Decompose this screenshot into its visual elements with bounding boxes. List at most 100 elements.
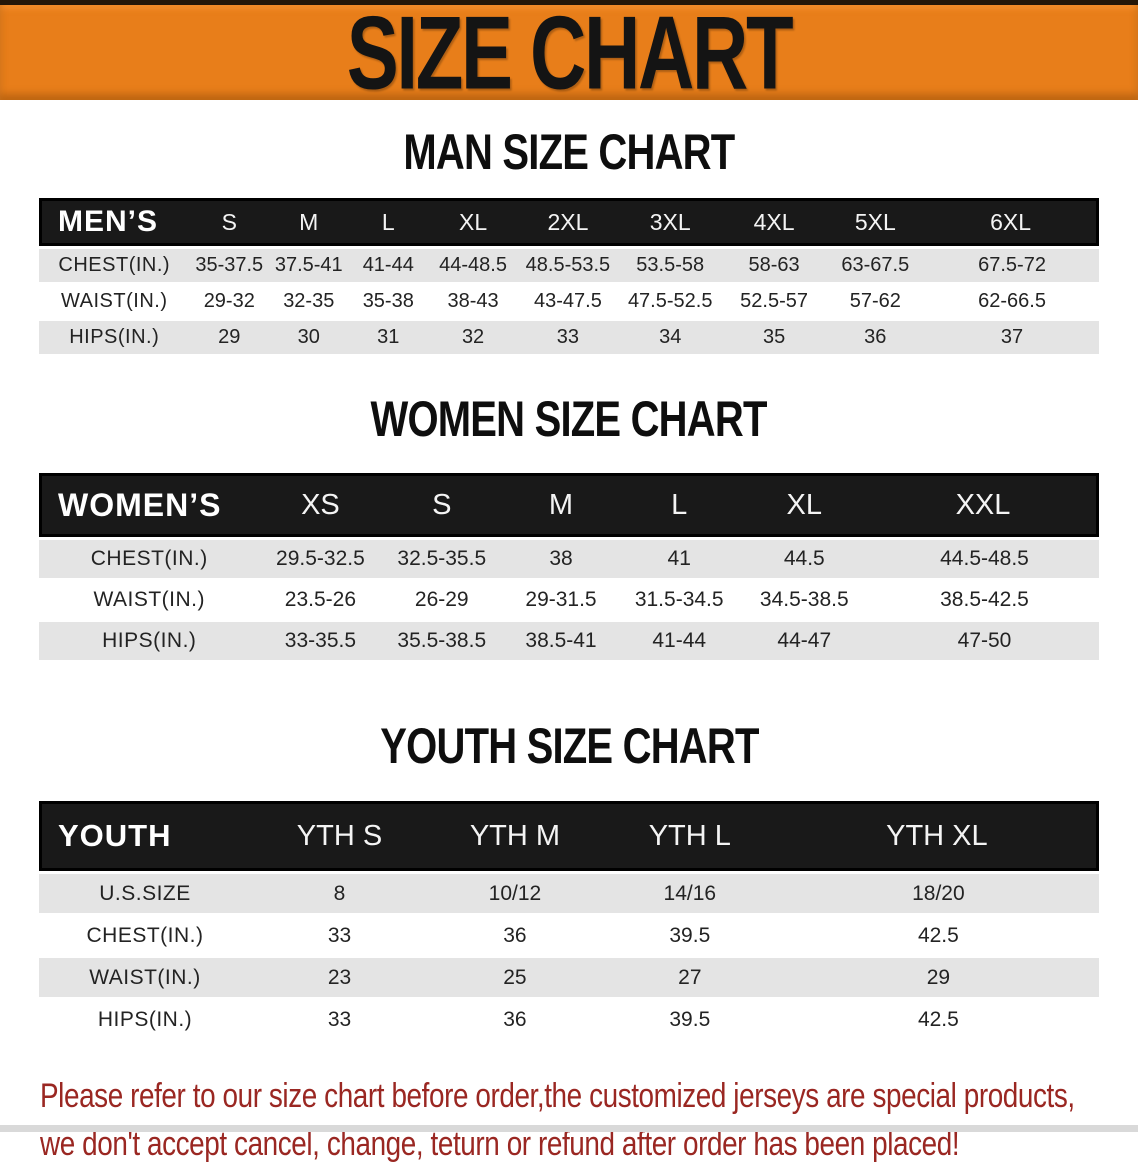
value-cell: 34.5-38.5 <box>738 581 870 619</box>
value-cell: 63-67.5 <box>825 249 926 282</box>
size-column-header: 6XL <box>925 198 1099 246</box>
value-cell: 44.5-48.5 <box>870 540 1099 578</box>
row-label: WAIST(IN.) <box>39 285 190 318</box>
size-column-header: 5XL <box>825 198 926 246</box>
size-column-header: L <box>348 198 429 246</box>
size-column-header: L <box>619 473 739 537</box>
value-cell: 38-43 <box>428 285 519 318</box>
banner-title: SIZE CHART <box>346 0 794 111</box>
value-cell: 31 <box>348 321 429 354</box>
value-cell: 43-47.5 <box>518 285 618 318</box>
section-men: MAN SIZE CHART MEN’S S M L XL 2XL 3XL 4XL 5XL 6XL C… <box>0 127 1138 357</box>
value-cell: 52.5-57 <box>722 285 826 318</box>
size-table-youth: YOUTH YTH S YTH M YTH L YTH XL U.S.SIZE 8 10/12… <box>39 798 1099 1042</box>
size-chart-banner: SIZE CHART <box>0 0 1138 111</box>
value-cell: 33 <box>518 321 618 354</box>
size-column-header: XL <box>738 473 870 537</box>
table-row: WAIST(IN.) 29-32 32-35 35-38 38-43 43-47.5 47.… <box>39 285 1099 318</box>
size-column-header: S <box>189 198 270 246</box>
value-cell: 31.5-34.5 <box>619 581 739 619</box>
value-cell: 48.5-53.5 <box>518 249 618 282</box>
value-cell: 29-31.5 <box>502 581 620 619</box>
value-cell: 32.5-35.5 <box>381 540 503 578</box>
value-cell: 41-44 <box>619 622 739 660</box>
value-cell: 38.5-41 <box>502 622 620 660</box>
value-cell: 38 <box>502 540 620 578</box>
row-label: HIPS(IN.) <box>39 321 190 354</box>
table-row: CHEST(IN.) 35-37.5 37.5-41 41-44 44-48.5 48.5… <box>39 249 1099 282</box>
value-cell: 34 <box>617 321 723 354</box>
table-header-row: YOUTH YTH S YTH M YTH L YTH XL <box>39 801 1099 871</box>
value-cell: 23.5-26 <box>259 581 382 619</box>
value-cell: 41 <box>619 540 739 578</box>
table-header-row: MEN’S S M L XL 2XL 3XL 4XL 5XL 6XL <box>39 198 1099 246</box>
size-column-header: M <box>502 473 620 537</box>
table-row: WAIST(IN.) 23 25 27 29 <box>39 958 1099 997</box>
value-cell: 33-35.5 <box>259 622 382 660</box>
value-cell: 62-66.5 <box>925 285 1099 318</box>
corner-label: WOMEN’S <box>39 473 260 537</box>
value-cell: 44-48.5 <box>428 249 519 282</box>
value-cell: 53.5-58 <box>617 249 723 282</box>
value-cell: 29 <box>777 958 1099 997</box>
row-label: U.S.SIZE <box>39 874 251 913</box>
size-column-header: XL <box>428 198 519 246</box>
table-row: HIPS(IN.) 29 30 31 32 33 34 35 36 37 <box>39 321 1099 354</box>
value-cell: 10/12 <box>428 874 602 913</box>
value-cell: 39.5 <box>601 1000 778 1039</box>
value-cell: 8 <box>251 874 429 913</box>
size-column-header: XS <box>259 473 382 537</box>
row-label: CHEST(IN.) <box>39 249 190 282</box>
value-cell: 29.5-32.5 <box>259 540 382 578</box>
value-cell: 36 <box>428 916 602 955</box>
size-table-women: WOMEN’S XS S M L XL XXL CHEST(IN.) 29.5-32.5 32.5… <box>39 470 1099 663</box>
size-column-header: S <box>381 473 503 537</box>
bottom-edge-strip <box>0 1125 1138 1132</box>
row-label: WAIST(IN.) <box>39 581 260 619</box>
value-cell: 38.5-42.5 <box>870 581 1099 619</box>
value-cell: 32-35 <box>269 285 349 318</box>
corner-label: YOUTH <box>39 801 251 871</box>
row-label: CHEST(IN.) <box>39 540 260 578</box>
heading-youth: YOUTH SIZE CHART <box>379 718 759 774</box>
value-cell: 33 <box>251 1000 429 1039</box>
heading-women: WOMEN SIZE CHART <box>370 391 768 447</box>
section-youth: YOUTH SIZE CHART YOUTH YTH S YTH M YTH L YTH … <box>0 721 1138 1042</box>
table-row: CHEST(IN.) 33 36 39.5 42.5 <box>39 916 1099 955</box>
table-row: HIPS(IN.) 33-35.5 35.5-38.5 38.5-41 41-44 44-… <box>39 622 1099 660</box>
heading-men: MAN SIZE CHART <box>403 124 735 180</box>
value-cell: 35-37.5 <box>189 249 270 282</box>
value-cell: 18/20 <box>777 874 1099 913</box>
sections: MAN SIZE CHART MEN’S S M L XL 2XL 3XL 4XL 5XL 6XL C… <box>0 127 1138 1042</box>
value-cell: 47-50 <box>870 622 1099 660</box>
size-table-men: MEN’S S M L XL 2XL 3XL 4XL 5XL 6XL CHEST(IN.) 35-37… <box>39 195 1099 357</box>
table-row: U.S.SIZE 8 10/12 14/16 18/20 <box>39 874 1099 913</box>
value-cell: 35-38 <box>348 285 429 318</box>
size-column-header: YTH L <box>601 801 778 871</box>
row-label: CHEST(IN.) <box>39 916 251 955</box>
value-cell: 57-62 <box>825 285 926 318</box>
size-column-header: 4XL <box>722 198 826 246</box>
value-cell: 29 <box>189 321 270 354</box>
value-cell: 35 <box>722 321 826 354</box>
disclaimer-note: Please refer to our size chart before or… <box>40 1072 1138 1169</box>
size-column-header: M <box>269 198 349 246</box>
value-cell: 27 <box>601 958 778 997</box>
size-column-header: XXL <box>870 473 1099 537</box>
value-cell: 37.5-41 <box>269 249 349 282</box>
table-row: CHEST(IN.) 29.5-32.5 32.5-35.5 38 41 44.5 44.5… <box>39 540 1099 578</box>
corner-label: MEN’S <box>39 198 190 246</box>
table-row: HIPS(IN.) 33 36 39.5 42.5 <box>39 1000 1099 1039</box>
value-cell: 35.5-38.5 <box>381 622 503 660</box>
size-column-header: 2XL <box>518 198 618 246</box>
value-cell: 67.5-72 <box>925 249 1099 282</box>
value-cell: 58-63 <box>722 249 826 282</box>
value-cell: 25 <box>428 958 602 997</box>
row-label: HIPS(IN.) <box>39 1000 251 1039</box>
value-cell: 47.5-52.5 <box>617 285 723 318</box>
value-cell: 33 <box>251 916 429 955</box>
value-cell: 42.5 <box>777 1000 1099 1039</box>
value-cell: 30 <box>269 321 349 354</box>
value-cell: 26-29 <box>381 581 503 619</box>
value-cell: 14/16 <box>601 874 778 913</box>
